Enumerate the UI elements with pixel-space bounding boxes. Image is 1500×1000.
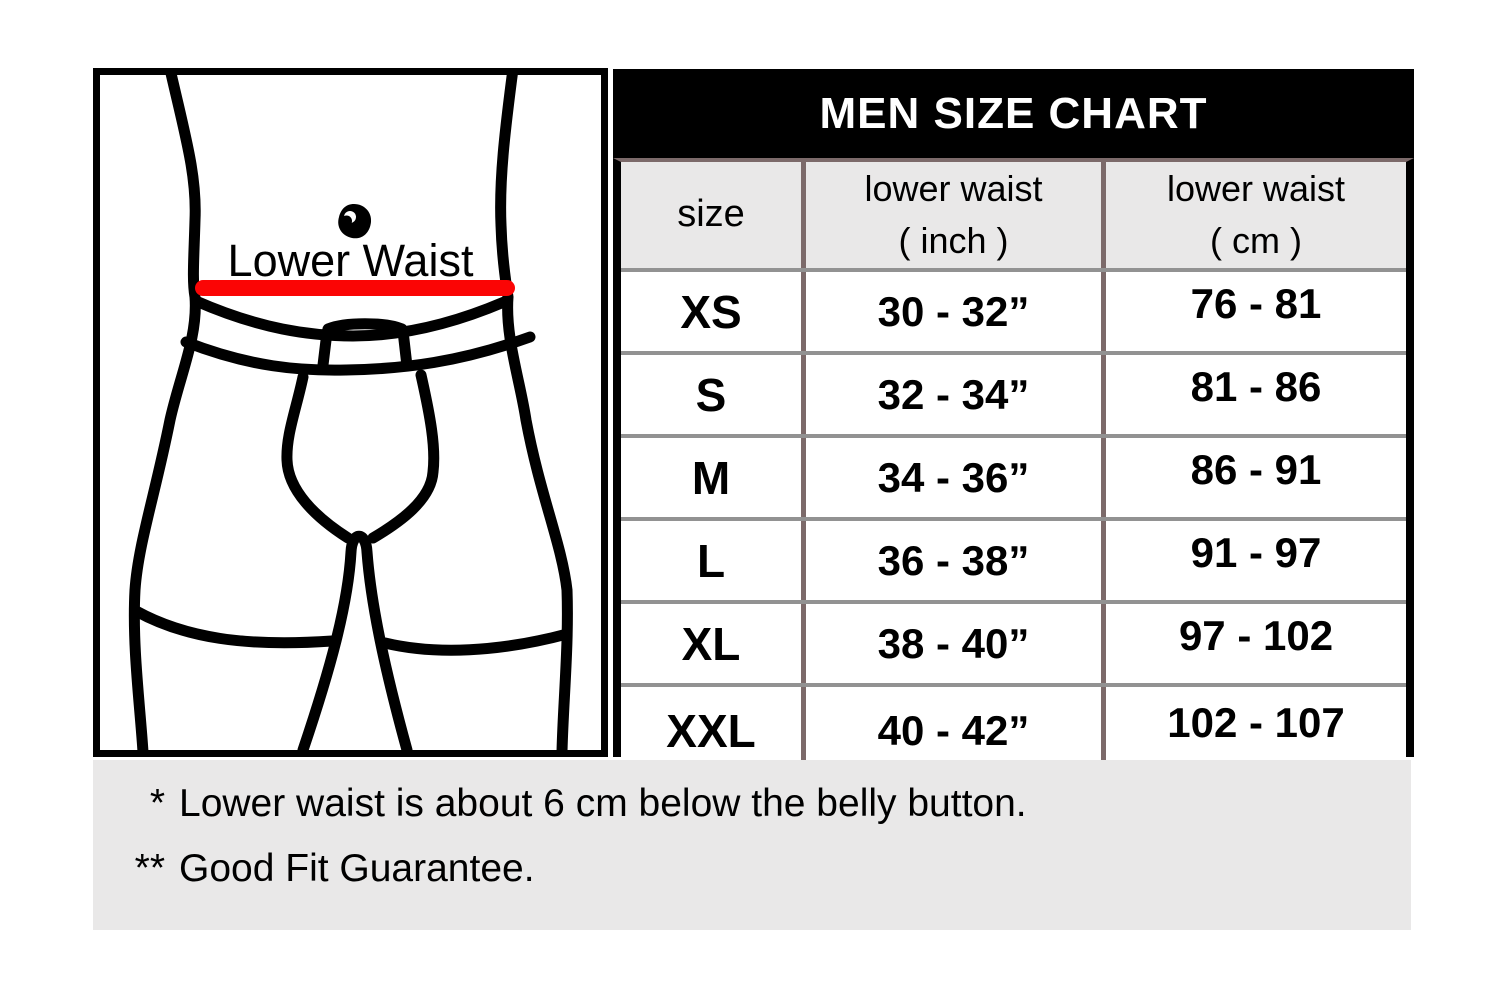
inch-cell: 38 - 40” [801,604,1101,683]
table-row: XL 38 - 40” 97 - 102 [621,600,1406,683]
chart-title: MEN SIZE CHART [613,69,1414,158]
inch-cell: 34 - 36” [801,438,1101,517]
note-item: ** Good Fit Guarantee. [113,847,1411,892]
waistband-center-panel-top [322,318,408,335]
waistband-placket-right [397,325,413,372]
inch-cell: 36 - 38” [801,521,1101,600]
cm-cell: 91 - 97 [1101,521,1406,600]
size-table: size lower waist ( inch ) lower waist ( … [613,158,1414,774]
pouch-left-seam [281,371,354,544]
col-header-cm-line2: ( cm ) [1210,220,1302,261]
inch-cell: 32 - 34” [801,355,1101,434]
leg-hem-left [130,605,338,649]
table-row: XS 30 - 32” 76 - 81 [621,268,1406,351]
col-header-cm: lower waist ( cm ) [1101,162,1406,268]
leg-hem-right [379,628,573,656]
pouch-right-seam [367,369,440,544]
size-cell: M [691,451,731,504]
body-outline-drawing [128,75,573,750]
men-size-chart: MEN SIZE CHART size lower waist ( inch )… [613,69,1414,774]
cm-cell: 76 - 81 [1101,272,1406,351]
size-cell: L [696,534,726,587]
inch-cell: 30 - 32” [801,272,1101,351]
waistband-bottom-edge [180,331,536,376]
footnotes-panel: * Lower waist is about 6 cm below the be… [93,760,1411,930]
col-header-inch: lower waist ( inch ) [801,162,1101,268]
note-marker: * [149,782,165,825]
cm-cell: 97 - 102 [1101,604,1406,683]
note-item: * Lower waist is about 6 cm below the be… [113,782,1411,827]
size-cell: XL [681,617,741,670]
size-cell: XXL [666,704,756,757]
torso-left-outline [128,75,201,750]
measurement-figure: Lower Waist [93,68,608,757]
size-cell: S [695,368,727,421]
belly-button-icon [338,204,372,239]
col-header-cm-line1: lower waist [1166,167,1346,209]
table-header-row: size lower waist ( inch ) lower waist ( … [621,162,1406,268]
inner-thigh-lines [297,530,413,750]
waist-measure-line [195,280,515,296]
col-header-inch-line1: lower waist [864,167,1043,209]
size-cell: XS [680,285,742,338]
table-row: M 34 - 36” 86 - 91 [621,434,1406,517]
note-marker: ** [134,846,165,890]
torso-right-outline [495,75,573,750]
note-text: Lower waist is about 6 cm below the bell… [179,782,1027,825]
cm-cell: 102 - 107 [1101,687,1406,774]
cm-cell: 81 - 86 [1101,355,1406,434]
lower-waist-label: Lower Waist [227,235,474,286]
table-row: XXL 40 - 42” 102 - 107 [621,683,1406,774]
cm-cell: 86 - 91 [1101,438,1406,517]
col-header-inch-line2: ( inch ) [898,220,1009,261]
table-row: S 32 - 34” 81 - 86 [621,351,1406,434]
table-row: L 36 - 38” 91 - 97 [621,517,1406,600]
inch-cell: 40 - 42” [801,687,1101,774]
note-text: Good Fit Guarantee. [179,846,535,890]
waistband-placket-left [317,326,333,371]
col-header-size: size [677,193,745,236]
waistband-top-edge [190,295,510,342]
